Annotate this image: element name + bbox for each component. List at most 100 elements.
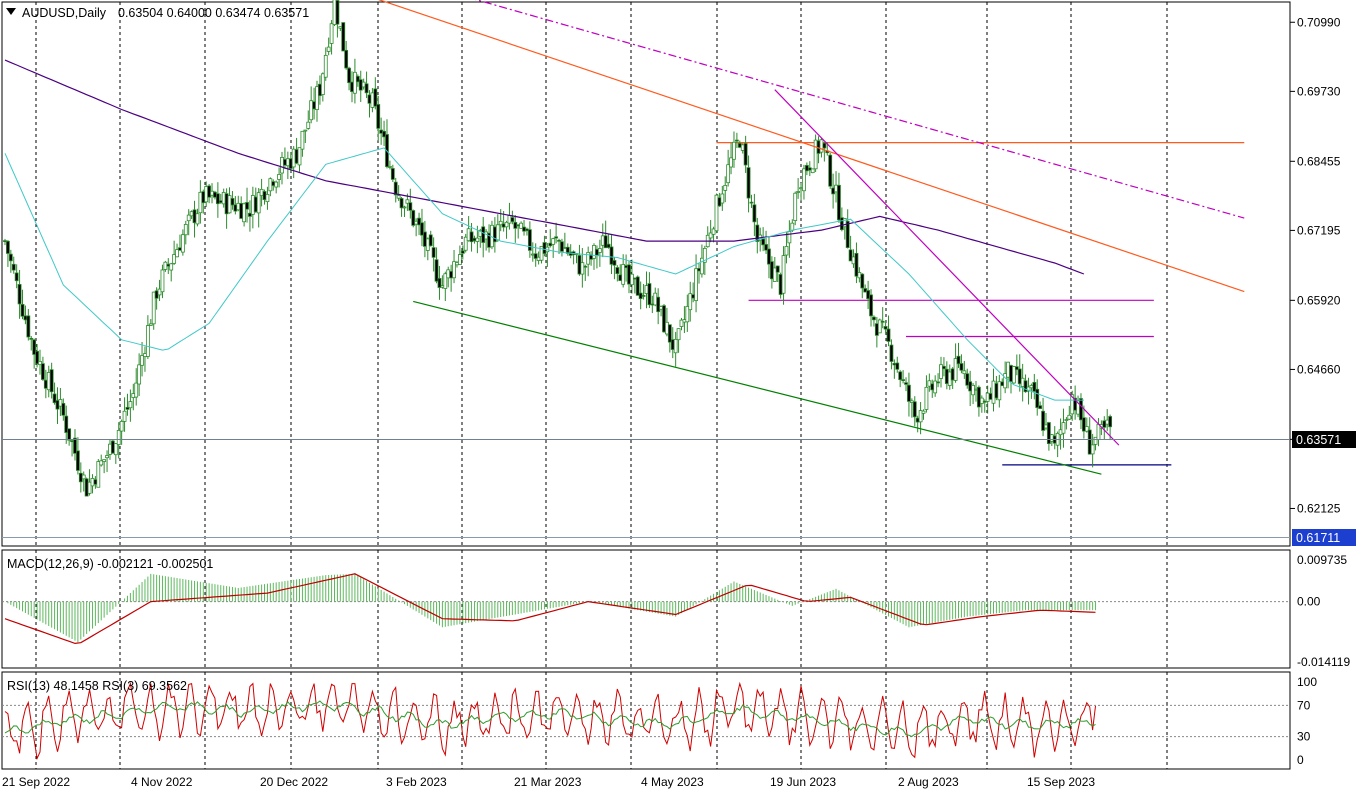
candle-body [160, 269, 165, 293]
candle [822, 142, 827, 162]
candle-body [886, 328, 891, 342]
candle [125, 393, 130, 416]
candle-body [924, 386, 929, 410]
candle [965, 368, 970, 389]
candle [1012, 365, 1016, 384]
candle-body [918, 410, 923, 423]
candle-body [277, 174, 281, 180]
date-label-2: 20 Dec 2022 [260, 775, 328, 789]
candle-body [583, 265, 588, 268]
candle-body [172, 254, 177, 264]
candle [749, 194, 754, 208]
candle [781, 246, 786, 305]
candle-body [880, 320, 885, 323]
trendline-3 [413, 300, 1102, 475]
candle [396, 185, 401, 201]
candle [364, 71, 369, 99]
candle-body [35, 350, 39, 365]
candle [711, 226, 716, 243]
candle [355, 74, 360, 87]
candle-body [387, 166, 392, 168]
candle-body [248, 212, 252, 217]
candle-body [1026, 386, 1031, 392]
candle-body [1081, 417, 1086, 432]
candle-body [1038, 405, 1043, 409]
candle [274, 180, 279, 194]
candle [743, 135, 748, 173]
candle-body [408, 202, 413, 211]
triangle-down-icon[interactable] [6, 8, 16, 15]
candle-body [417, 217, 421, 226]
candle [245, 187, 249, 223]
candle [32, 338, 37, 369]
candle-body [402, 206, 407, 209]
candle [621, 254, 626, 288]
candle [399, 197, 404, 217]
candle-body [17, 284, 22, 305]
candle [145, 315, 150, 360]
candle [510, 210, 515, 225]
candle-body [764, 244, 768, 251]
candle [463, 233, 468, 253]
candle-body [420, 222, 424, 236]
candle [662, 304, 666, 333]
candle-body [743, 143, 748, 166]
candle-body [965, 373, 970, 386]
candle [113, 443, 118, 464]
candle-body [67, 428, 72, 441]
candle-body [26, 315, 31, 338]
candle-body [822, 142, 827, 149]
candle-body [64, 415, 69, 433]
candle [828, 152, 833, 189]
candle-body [14, 272, 19, 282]
rsi-label: RSI(13) 48.1458 RSI(3) 69.3562 [7, 679, 187, 693]
candle-body [527, 229, 532, 251]
candle [810, 168, 815, 174]
candle-body [437, 277, 442, 288]
candle [554, 222, 559, 244]
candle [714, 193, 719, 234]
candle [116, 422, 121, 459]
candle-body [656, 296, 661, 313]
candle [460, 245, 465, 260]
candle [35, 344, 39, 368]
candle [67, 428, 72, 446]
candle [504, 220, 509, 239]
candle-body [956, 355, 961, 365]
candle-body [116, 430, 121, 445]
candle-body [137, 364, 142, 385]
candle-body [122, 410, 127, 422]
candle-body [726, 164, 731, 184]
candle [667, 324, 672, 353]
candle [428, 230, 433, 247]
candle [6, 240, 10, 267]
candle-body [746, 167, 751, 199]
candle-body [443, 273, 448, 289]
candle-body [772, 267, 777, 282]
candle-body [1090, 444, 1095, 455]
candle [732, 131, 736, 168]
candle-body [720, 193, 725, 204]
candle [277, 167, 281, 188]
candle [393, 177, 398, 203]
candle [942, 357, 946, 377]
price-tick-label-4: 0.65920 [1297, 293, 1341, 307]
rsi-tick-label-3: 0 [1297, 753, 1304, 767]
candle [560, 238, 564, 257]
candle [1017, 354, 1022, 392]
candle [402, 205, 407, 217]
candle-body [180, 234, 185, 253]
candle [87, 469, 92, 496]
candle [551, 237, 556, 258]
candle [939, 356, 943, 388]
candle-body [700, 257, 704, 275]
date-label-4: 21 Mar 2023 [514, 775, 582, 789]
candle-body [901, 379, 905, 381]
candle [195, 208, 200, 227]
candle [347, 66, 351, 91]
candle [761, 227, 766, 252]
candle-body [729, 157, 733, 168]
candle [933, 375, 938, 397]
rsi-tick-label-2: 30 [1297, 730, 1311, 744]
